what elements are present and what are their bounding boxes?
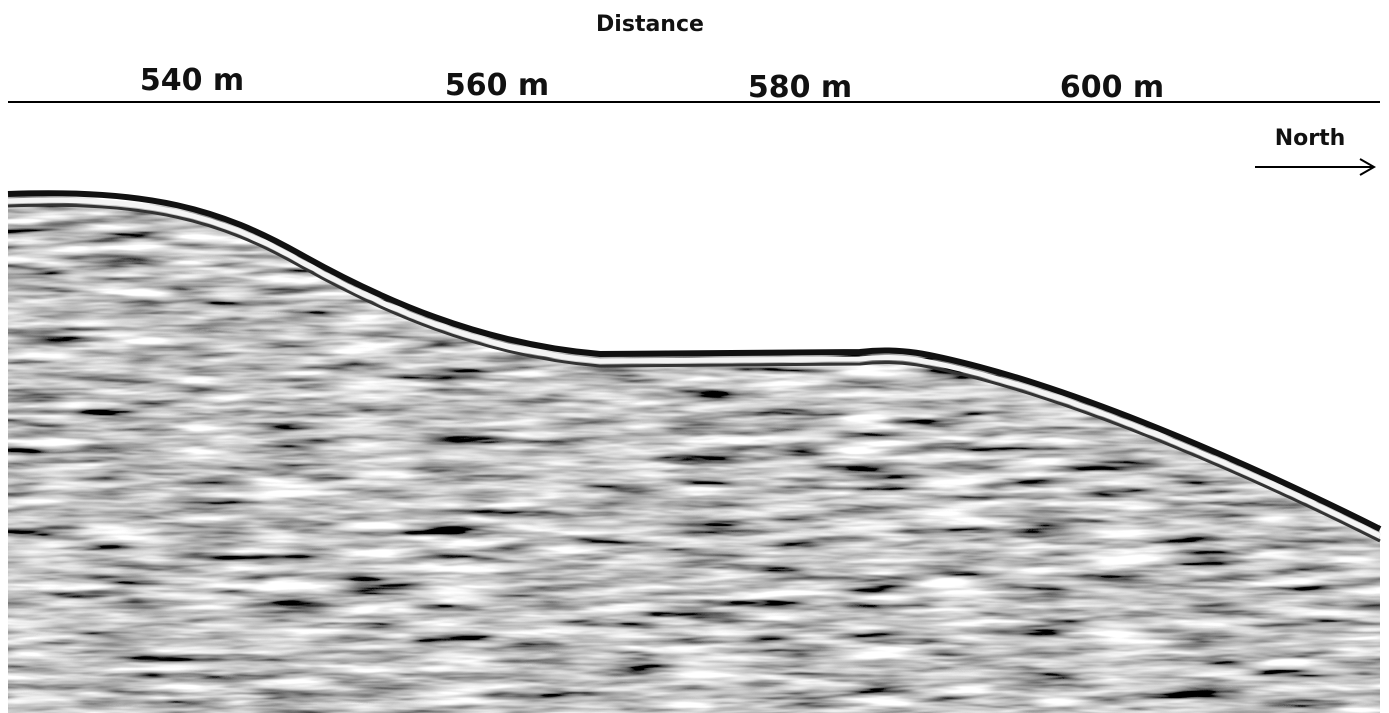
distance-label: 560 m (445, 68, 549, 103)
distance-label: 580 m (748, 70, 852, 105)
distance-label: 540 m (140, 63, 244, 98)
radargram-figure: Distance 540 m 560 m 580 m 600 m North (0, 0, 1389, 713)
axis-title: Distance (596, 12, 704, 37)
distance-label: 600 m (1060, 70, 1164, 105)
direction-label: North (1275, 126, 1346, 151)
